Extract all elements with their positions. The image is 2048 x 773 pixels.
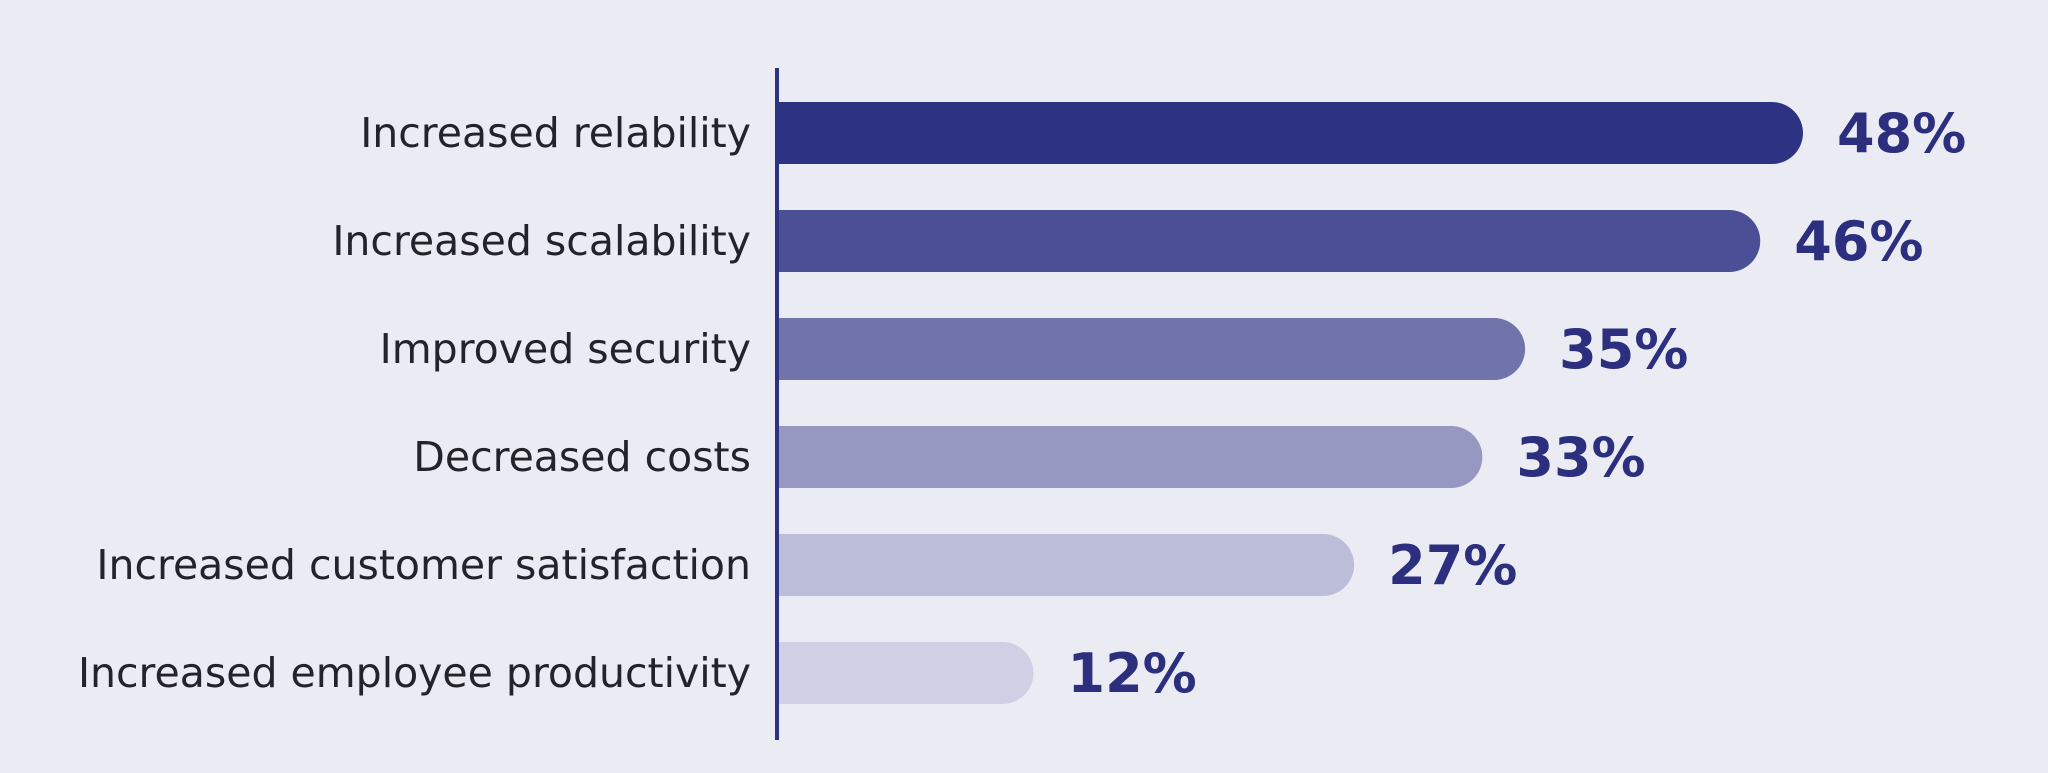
category-labels-group: Increased relability Increased scalabilit… xyxy=(78,109,751,697)
category-label-5: Increased customer satisfaction xyxy=(96,541,751,589)
bar-6 xyxy=(777,642,1034,704)
value-label-5: 27% xyxy=(1388,534,1517,597)
value-label-1: 48% xyxy=(1837,102,1966,165)
bar-5 xyxy=(777,534,1355,596)
value-label-6: 12% xyxy=(1068,642,1197,705)
bar-2 xyxy=(777,210,1761,272)
category-label-3: Improved security xyxy=(380,325,751,373)
bars-group xyxy=(777,102,1803,704)
value-label-4: 33% xyxy=(1516,426,1645,489)
category-label-1: Increased relability xyxy=(360,109,751,157)
category-label-2: Increased scalability xyxy=(332,217,751,265)
bar-3 xyxy=(777,318,1526,380)
value-labels-group: 48% 46% 35% 33% 27% 12% xyxy=(1068,102,1967,705)
value-label-2: 46% xyxy=(1794,210,1923,273)
category-label-6: Increased employee productivity xyxy=(78,649,751,697)
bar-1 xyxy=(777,102,1803,164)
value-label-3: 35% xyxy=(1559,318,1688,381)
category-label-4: Decreased costs xyxy=(413,433,751,481)
bar-4 xyxy=(777,426,1483,488)
